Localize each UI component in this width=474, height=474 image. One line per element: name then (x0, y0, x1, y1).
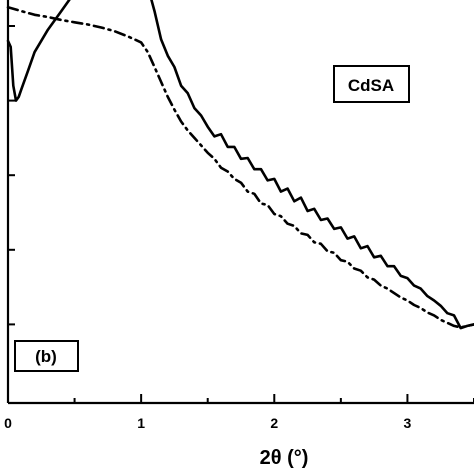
series-layer (6, 0, 474, 330)
x-tick-label: 0 (4, 415, 12, 431)
cdsa-label-box: CdSA (333, 65, 410, 103)
cdsa-label: CdSA (348, 76, 394, 95)
x-axis-title: 2θ (°) (260, 447, 309, 469)
solid-series-line (6, 0, 474, 330)
dash-dot-series-line (6, 6, 474, 329)
y-axis-ticks (8, 25, 15, 326)
x-tick-label: 3 (404, 415, 412, 431)
x-axis-ticks: 0 1 2 3 (4, 394, 474, 431)
x-tick-label: 1 (137, 415, 145, 431)
panel-label: (b) (35, 347, 57, 366)
plot-frame (6, 0, 474, 405)
panel-label-box: (b) (14, 340, 79, 372)
x-tick-label: 2 (270, 415, 278, 431)
